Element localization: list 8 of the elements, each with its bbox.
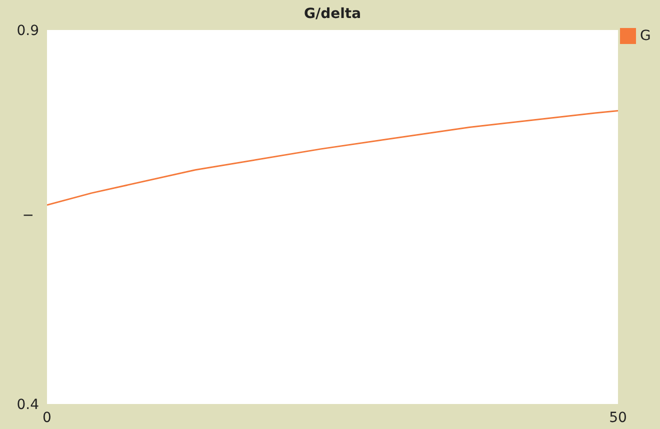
legend-label: G [640,28,651,44]
y-axis-title: I [21,213,36,217]
chart-title: G/delta [302,6,362,22]
line-series [47,110,618,206]
y-tick-label: 0.4 [16,396,40,413]
x-tick-label: 0 [42,410,52,426]
y-tick-label: 0.9 [16,22,39,39]
x-tick-label: 50 [609,410,627,426]
